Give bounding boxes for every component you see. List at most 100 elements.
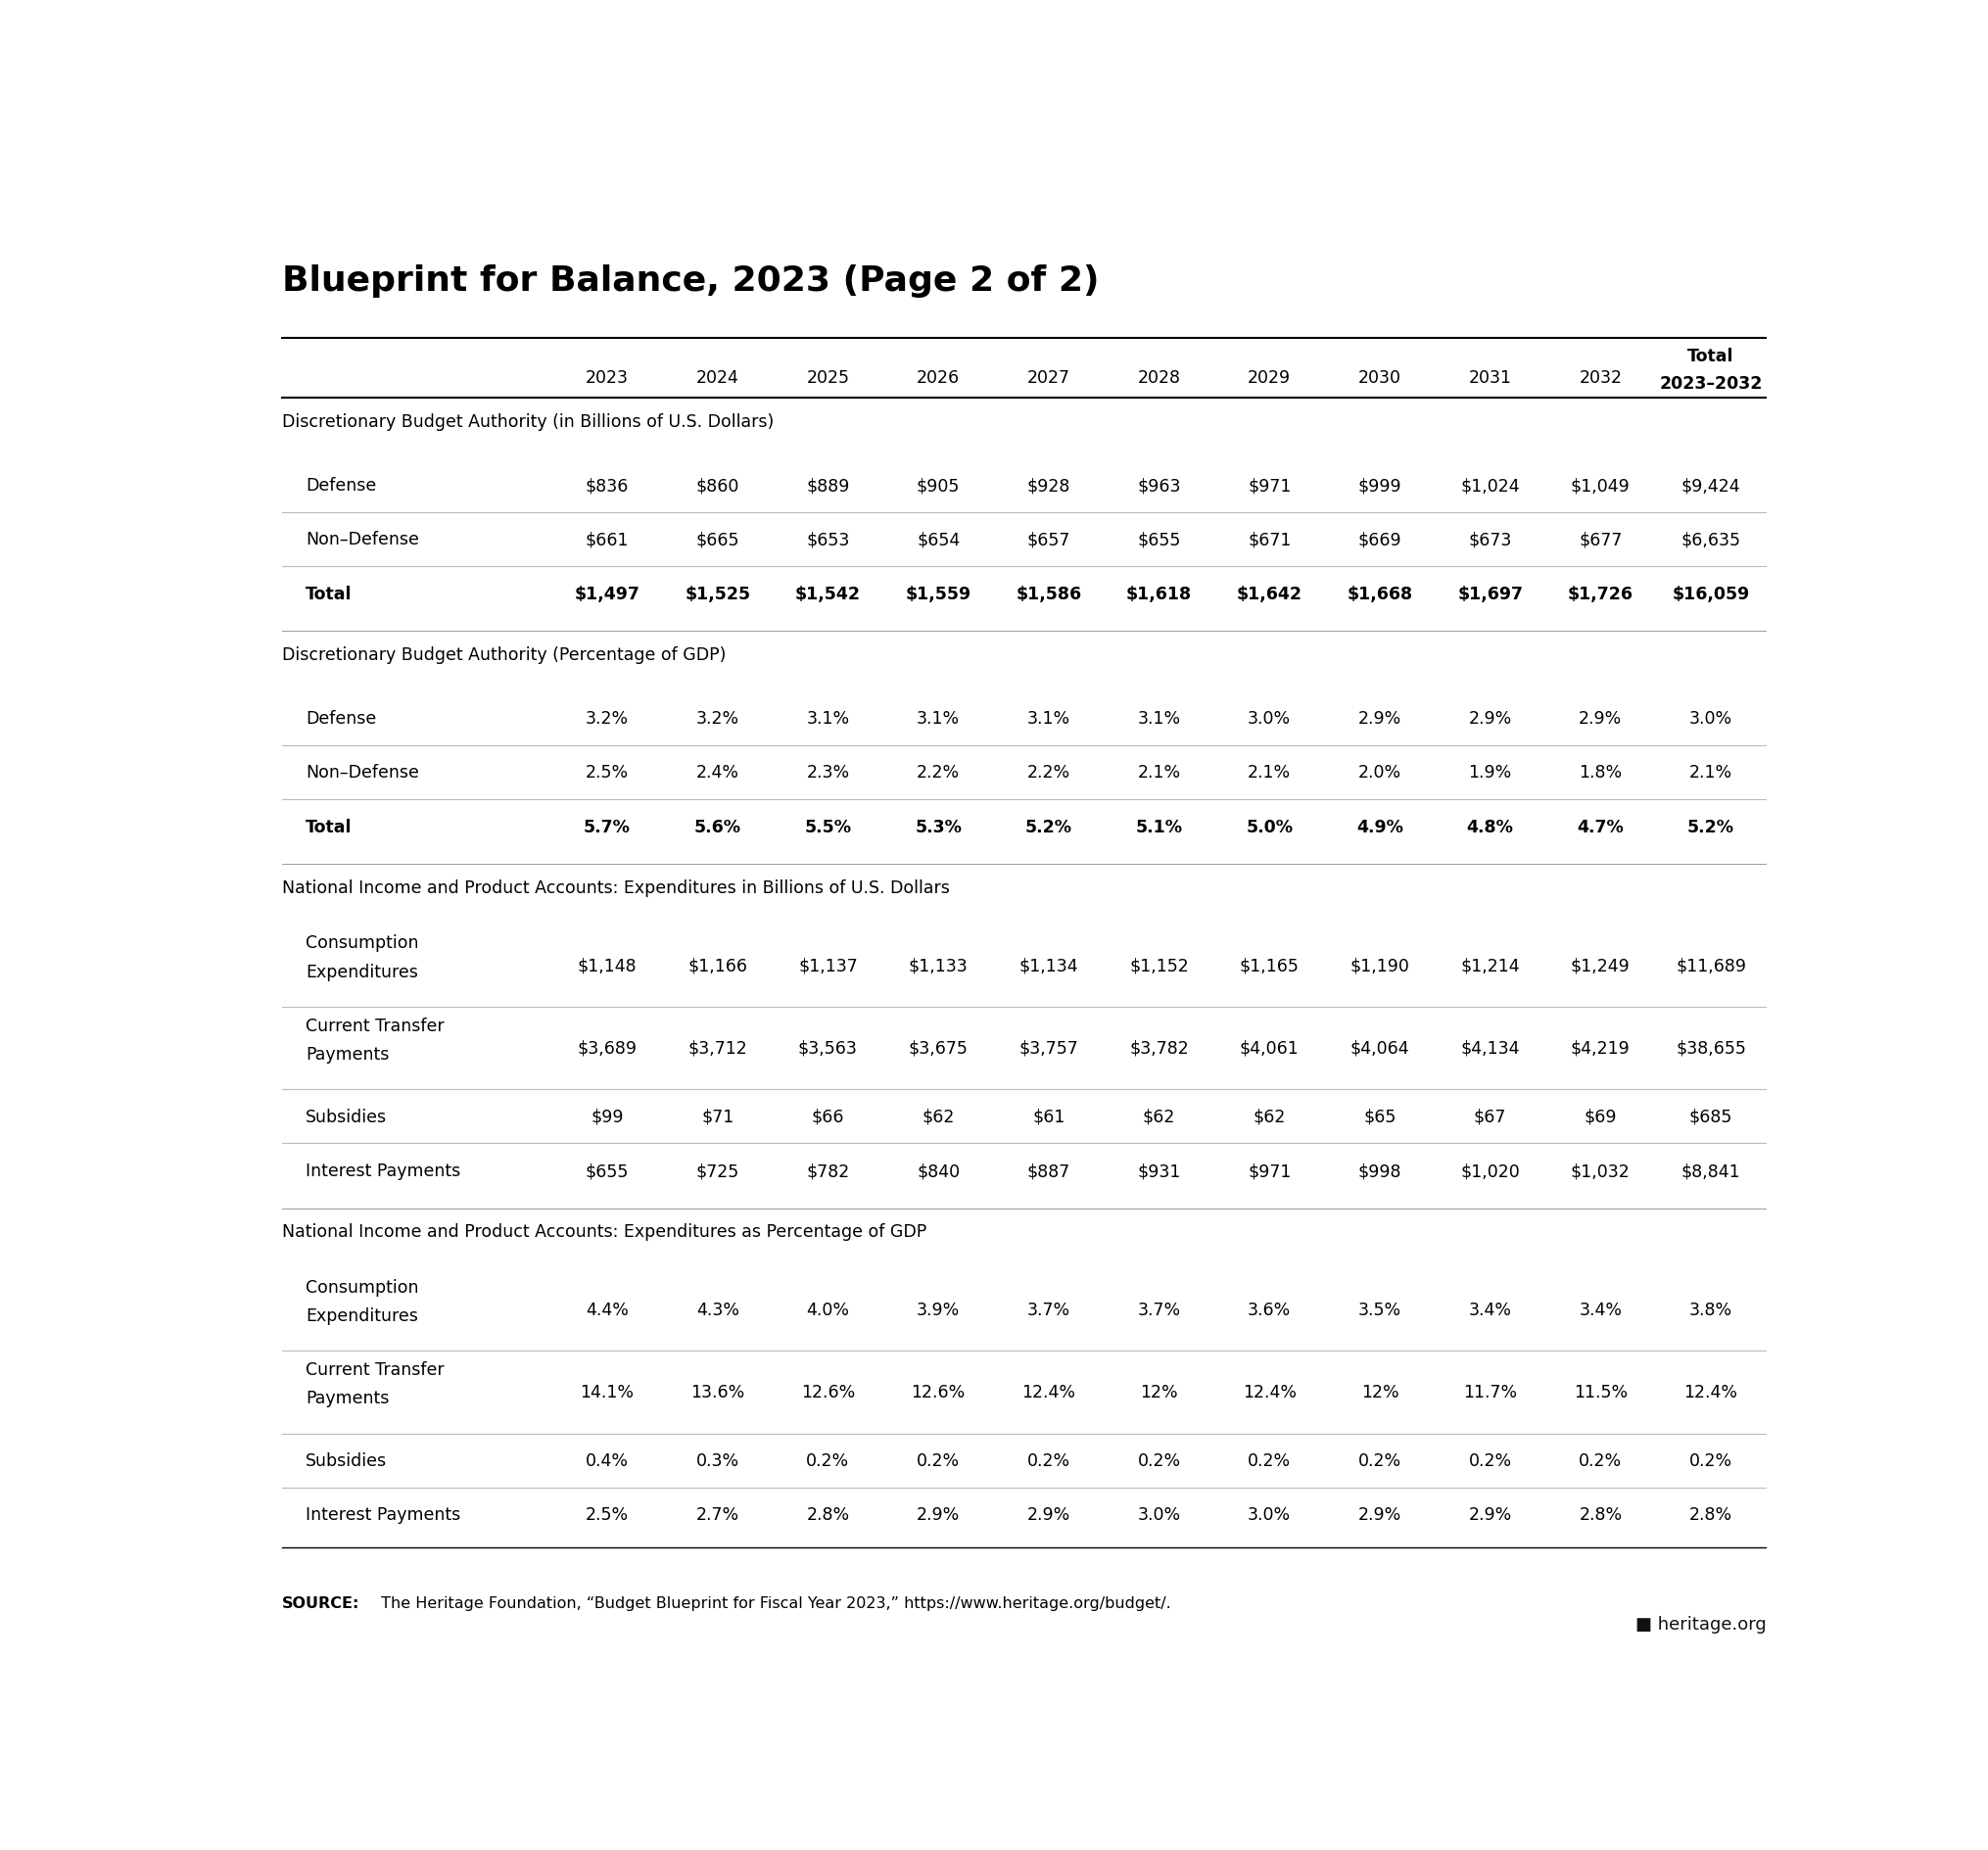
Text: 5.2%: 5.2% [1688, 818, 1734, 836]
Text: $887: $887 [1028, 1162, 1070, 1180]
Text: $1,024: $1,024 [1461, 477, 1521, 494]
Text: 2023: 2023 [586, 368, 628, 387]
Text: 2.1%: 2.1% [1137, 764, 1181, 781]
Text: $62: $62 [1143, 1108, 1175, 1125]
Text: 2.5%: 2.5% [586, 764, 628, 781]
Text: 3.1%: 3.1% [1028, 710, 1070, 727]
Text: 2029: 2029 [1248, 368, 1290, 387]
Text: 5.0%: 5.0% [1246, 818, 1292, 836]
Text: Interest Payments: Interest Payments [306, 1506, 461, 1524]
Text: $38,655: $38,655 [1676, 1040, 1745, 1056]
Text: $928: $928 [1028, 477, 1070, 494]
Text: $1,020: $1,020 [1461, 1162, 1521, 1180]
Text: 0.2%: 0.2% [1028, 1452, 1070, 1469]
Text: 2026: 2026 [916, 368, 960, 387]
Text: 2.3%: 2.3% [807, 764, 849, 781]
Text: 2030: 2030 [1358, 368, 1402, 387]
Text: 0.2%: 0.2% [916, 1452, 960, 1469]
Text: 5.1%: 5.1% [1135, 818, 1183, 836]
Text: 2024: 2024 [696, 368, 740, 387]
Text: 0.2%: 0.2% [1578, 1452, 1622, 1469]
Text: 12%: 12% [1362, 1384, 1400, 1400]
Text: Defense: Defense [306, 710, 376, 727]
Text: Consumption: Consumption [306, 1278, 419, 1295]
Text: 2.7%: 2.7% [696, 1506, 740, 1524]
Text: 3.9%: 3.9% [916, 1301, 960, 1319]
Text: $1,214: $1,214 [1461, 956, 1521, 975]
Text: $1,697: $1,697 [1457, 585, 1523, 603]
Text: 3.6%: 3.6% [1248, 1301, 1290, 1319]
Text: 2032: 2032 [1578, 368, 1622, 387]
Text: 12.4%: 12.4% [1242, 1384, 1296, 1400]
Text: 3.2%: 3.2% [586, 710, 628, 727]
Text: Expenditures: Expenditures [306, 1306, 417, 1325]
Text: 2023–2032: 2023–2032 [1660, 374, 1763, 392]
Text: $1,642: $1,642 [1237, 585, 1302, 603]
Text: $963: $963 [1137, 477, 1181, 494]
Text: 11.5%: 11.5% [1574, 1384, 1628, 1400]
Text: $9,424: $9,424 [1682, 477, 1741, 494]
Text: $8,841: $8,841 [1682, 1162, 1741, 1180]
Text: $1,152: $1,152 [1129, 956, 1189, 975]
Text: Total: Total [1688, 348, 1734, 364]
Text: $655: $655 [1137, 531, 1181, 548]
Text: 4.3%: 4.3% [696, 1301, 740, 1319]
Text: $3,675: $3,675 [909, 1040, 968, 1056]
Text: Subsidies: Subsidies [306, 1108, 388, 1125]
Text: $4,061: $4,061 [1241, 1040, 1300, 1056]
Text: 1.8%: 1.8% [1578, 764, 1622, 781]
Text: 3.0%: 3.0% [1248, 710, 1290, 727]
Text: 4.4%: 4.4% [586, 1301, 628, 1319]
Text: $971: $971 [1248, 1162, 1290, 1180]
Text: $931: $931 [1137, 1162, 1181, 1180]
Text: $99: $99 [590, 1108, 624, 1125]
Text: 2.1%: 2.1% [1248, 764, 1290, 781]
Text: $1,525: $1,525 [684, 585, 749, 603]
Text: $1,559: $1,559 [905, 585, 972, 603]
Text: 5.3%: 5.3% [914, 818, 962, 836]
Text: $998: $998 [1358, 1162, 1402, 1180]
Text: 2.1%: 2.1% [1690, 764, 1732, 781]
Text: $685: $685 [1690, 1108, 1734, 1125]
Text: $1,032: $1,032 [1571, 1162, 1630, 1180]
Text: 3.0%: 3.0% [1137, 1506, 1181, 1524]
Text: 3.7%: 3.7% [1137, 1301, 1181, 1319]
Text: 14.1%: 14.1% [580, 1384, 634, 1400]
Text: $4,134: $4,134 [1461, 1040, 1519, 1056]
Text: $836: $836 [586, 477, 628, 494]
Text: $999: $999 [1358, 477, 1402, 494]
Text: 3.5%: 3.5% [1358, 1301, 1402, 1319]
Text: Payments: Payments [306, 1045, 390, 1064]
Text: SOURCE:: SOURCE: [282, 1597, 360, 1611]
Text: 12.4%: 12.4% [1022, 1384, 1076, 1400]
Text: $971: $971 [1248, 477, 1290, 494]
Text: 0.2%: 0.2% [1358, 1452, 1402, 1469]
Text: $3,712: $3,712 [688, 1040, 747, 1056]
Text: $3,757: $3,757 [1020, 1040, 1077, 1056]
Text: 2.9%: 2.9% [1358, 710, 1402, 727]
Text: National Income and Product Accounts: Expenditures in Billions of U.S. Dollars: National Income and Product Accounts: Ex… [282, 879, 950, 895]
Text: 2.9%: 2.9% [1469, 1506, 1511, 1524]
Text: $782: $782 [807, 1162, 849, 1180]
Text: $889: $889 [807, 477, 849, 494]
Text: $1,497: $1,497 [575, 585, 640, 603]
Text: 3.4%: 3.4% [1578, 1301, 1622, 1319]
Text: $66: $66 [811, 1108, 845, 1125]
Text: Current Transfer: Current Transfer [306, 1362, 443, 1378]
Text: The Heritage Foundation, “Budget Blueprint for Fiscal Year 2023,” https://www.he: The Heritage Foundation, “Budget Bluepri… [376, 1597, 1171, 1611]
Text: $4,064: $4,064 [1350, 1040, 1409, 1056]
Text: 2.9%: 2.9% [1028, 1506, 1070, 1524]
Text: 3.0%: 3.0% [1690, 710, 1732, 727]
Text: $1,249: $1,249 [1571, 956, 1630, 975]
Text: 2025: 2025 [807, 368, 849, 387]
Text: Expenditures: Expenditures [306, 962, 417, 980]
Text: 5.2%: 5.2% [1026, 818, 1072, 836]
Text: $725: $725 [696, 1162, 740, 1180]
Text: $860: $860 [696, 477, 740, 494]
Text: $67: $67 [1473, 1108, 1507, 1125]
Text: $654: $654 [916, 531, 960, 548]
Text: 13.6%: 13.6% [690, 1384, 746, 1400]
Text: $61: $61 [1032, 1108, 1066, 1125]
Text: 2.9%: 2.9% [916, 1506, 960, 1524]
Text: $11,689: $11,689 [1676, 956, 1745, 975]
